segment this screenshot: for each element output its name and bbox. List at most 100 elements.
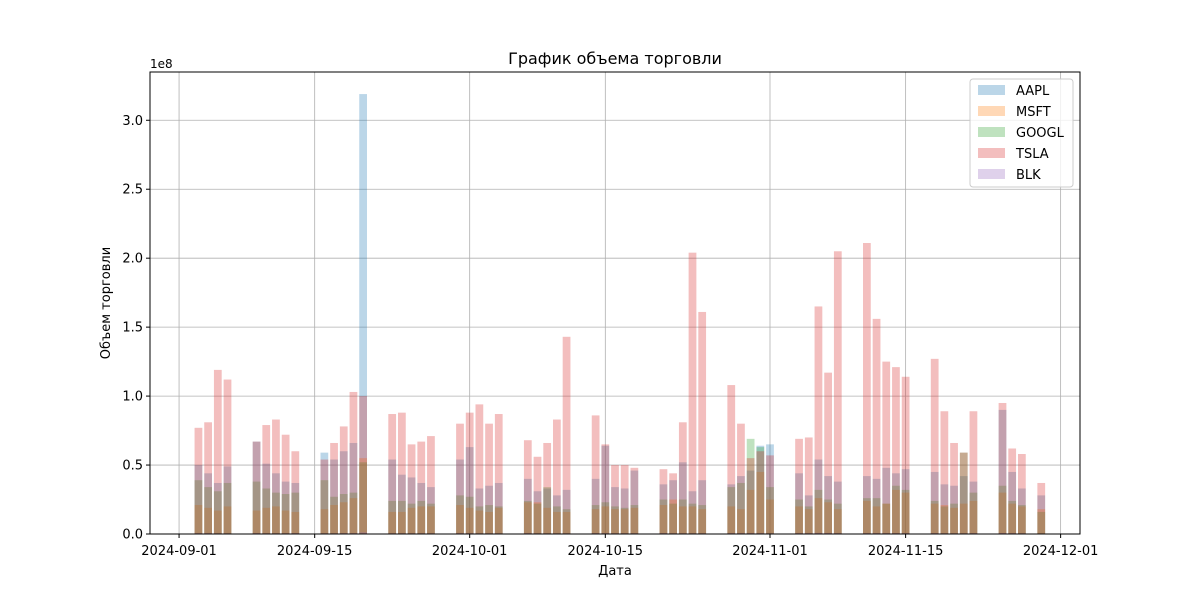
bar-googl xyxy=(272,492,280,534)
legend-label-blk: BLK xyxy=(1016,168,1041,183)
bar-msft xyxy=(814,498,823,534)
bar-googl xyxy=(746,438,755,534)
bar-msft xyxy=(417,506,426,534)
x-tick-label: 2024-11-15 xyxy=(868,544,944,559)
bar-tsla xyxy=(417,441,426,534)
bar-googl xyxy=(252,481,261,534)
bar-googl xyxy=(465,496,474,534)
bar-msft xyxy=(833,509,842,534)
bar-tsla xyxy=(1018,454,1026,534)
bar-aapl xyxy=(330,459,338,534)
bar-googl xyxy=(359,462,367,534)
bar-msft xyxy=(262,507,271,534)
bar-aapl xyxy=(833,481,842,534)
bar-googl xyxy=(349,492,358,534)
bar-googl xyxy=(213,491,222,534)
bar-tsla xyxy=(553,419,561,534)
bar-tsla xyxy=(1037,482,1046,534)
bar-tsla xyxy=(998,402,1007,534)
bar-msft xyxy=(465,507,474,534)
bar-googl xyxy=(262,488,271,534)
bar-googl xyxy=(1037,511,1046,534)
bar-aapl xyxy=(349,442,358,534)
bar-googl xyxy=(494,506,503,534)
bar-aapl xyxy=(688,491,697,534)
bar-googl xyxy=(398,500,406,534)
bar-aapl xyxy=(553,495,561,534)
bar-tsla xyxy=(523,440,532,534)
bar-aapl xyxy=(417,482,426,534)
bar-tsla xyxy=(339,426,348,534)
bar-tsla xyxy=(194,427,203,534)
bar-googl xyxy=(756,447,765,534)
bar-tsla xyxy=(562,336,571,534)
bar-aapl xyxy=(678,462,687,534)
bar-googl xyxy=(737,482,745,534)
bar-aapl xyxy=(814,459,823,534)
bar-aapl xyxy=(737,476,745,534)
bar-msft xyxy=(930,503,939,534)
bar-googl xyxy=(417,500,426,534)
x-tick-label: 2024-12-01 xyxy=(1023,544,1099,559)
bar-msft xyxy=(766,499,774,534)
bar-msft xyxy=(349,498,358,534)
bar-tsla xyxy=(620,465,629,534)
bar-tsla xyxy=(940,411,949,534)
bar-msft xyxy=(630,507,639,534)
bar-aapl xyxy=(252,441,261,534)
bar-msft xyxy=(291,511,300,534)
bar-msft xyxy=(678,506,687,534)
bar-tsla xyxy=(698,311,707,534)
bar-aapl xyxy=(998,409,1007,534)
bar-msft xyxy=(727,506,736,534)
x-tick-label: 2024-09-15 xyxy=(277,544,353,559)
bar-aapl xyxy=(766,444,774,534)
bar-googl xyxy=(533,503,542,534)
bar-tsla xyxy=(330,442,338,534)
bar-msft xyxy=(756,471,765,534)
bar-aapl xyxy=(950,485,958,534)
bar-tsla xyxy=(456,423,464,534)
bar-aapl xyxy=(824,476,832,534)
bar-googl xyxy=(766,487,774,534)
bar-msft xyxy=(562,511,571,534)
legend-label-msft: MSFT xyxy=(1016,105,1051,120)
bar-msft xyxy=(698,509,707,534)
y-tick-label: 0.5 xyxy=(122,459,143,474)
bar-aapl xyxy=(204,473,212,534)
bar-msft xyxy=(553,511,561,534)
bar-tsla xyxy=(407,444,416,534)
bar-googl xyxy=(1018,505,1026,534)
bar-aapl xyxy=(427,487,435,534)
bar-msft xyxy=(320,509,329,534)
bar-msft xyxy=(272,506,280,534)
bar-aapl xyxy=(892,473,900,534)
bar-googl xyxy=(824,499,832,534)
bar-aapl xyxy=(475,488,484,534)
legend-label-googl: GOOGL xyxy=(1016,126,1065,141)
bar-tsla xyxy=(591,415,600,534)
bar-tsla xyxy=(485,423,493,534)
y-tick-label: 2.5 xyxy=(122,183,143,198)
bar-msft xyxy=(213,510,222,534)
bar-tsla xyxy=(213,369,222,534)
bar-tsla xyxy=(833,251,842,534)
bar-tsla xyxy=(872,318,881,534)
chart-title: График объема торговли xyxy=(508,49,722,68)
bar-googl xyxy=(950,503,958,534)
bar-tsla xyxy=(359,396,367,534)
x-axis-label: Дата xyxy=(598,564,632,579)
series-googl xyxy=(194,438,1046,534)
legend-swatch-aapl xyxy=(978,85,1005,95)
bar-msft xyxy=(252,510,261,534)
bar-tsla xyxy=(950,442,958,534)
y-axis-multiplier: 1e8 xyxy=(150,57,173,71)
bar-googl xyxy=(388,500,397,534)
x-axis-ticks: 2024-09-01 2024-09-15 2024-10-01 2024-10-15… xyxy=(141,534,1098,559)
bar-msft xyxy=(591,509,600,534)
bar-tsla xyxy=(533,456,542,534)
bar-tsla xyxy=(959,452,968,534)
bar-tsla xyxy=(291,451,300,534)
bar-msft xyxy=(688,506,697,534)
